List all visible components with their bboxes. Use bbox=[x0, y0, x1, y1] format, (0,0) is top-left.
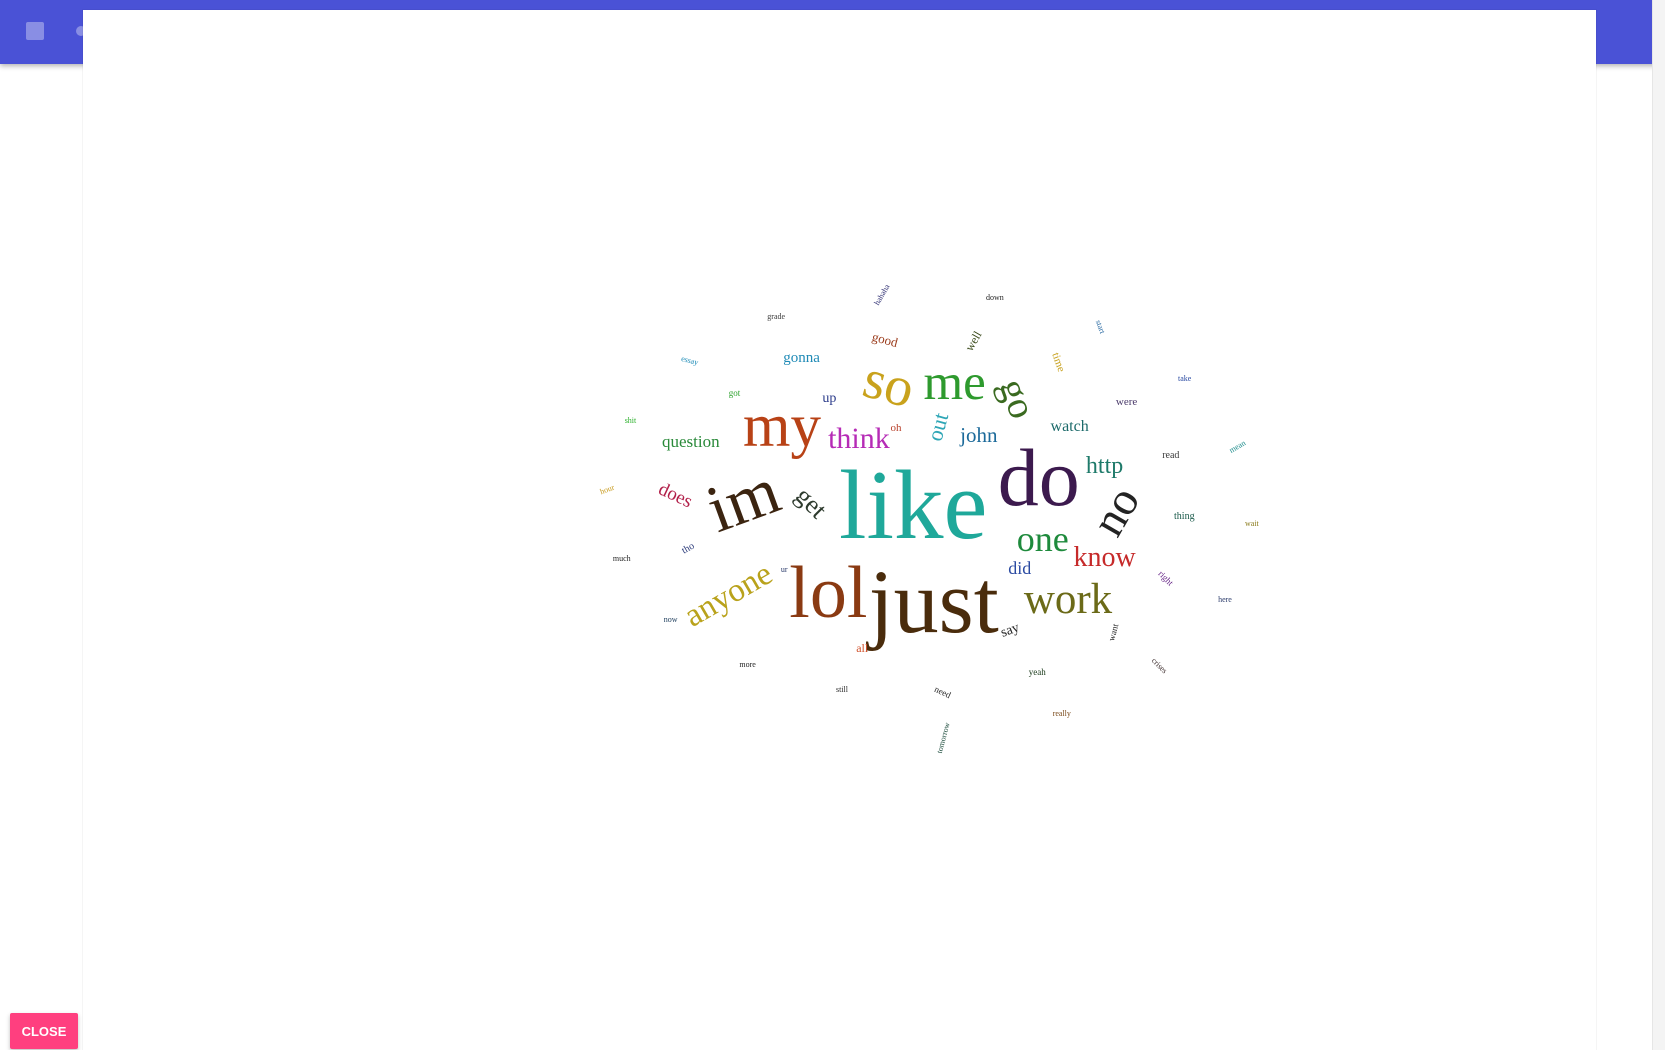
cloud-word: right bbox=[1156, 568, 1176, 588]
cloud-word: hour bbox=[598, 482, 616, 497]
cloud-word: question bbox=[662, 432, 720, 452]
cloud-word: yeah bbox=[1028, 666, 1046, 677]
page-scrollbar[interactable] bbox=[1652, 0, 1665, 1050]
cloud-word: grade bbox=[767, 311, 786, 321]
cloud-word: my bbox=[743, 392, 821, 460]
cloud-word: go bbox=[990, 372, 1045, 425]
cloud-word: get bbox=[789, 481, 833, 525]
menu-icon[interactable] bbox=[26, 22, 44, 40]
cloud-word: were bbox=[1115, 395, 1138, 408]
cloud-word: more bbox=[739, 660, 756, 670]
cloud-word: wait bbox=[1244, 518, 1259, 528]
cloud-word: want bbox=[1106, 622, 1121, 643]
cloud-word: up bbox=[822, 391, 837, 407]
cloud-word: start bbox=[1093, 319, 1107, 336]
cloud-word: out bbox=[921, 410, 953, 444]
cloud-word: ur bbox=[780, 565, 788, 575]
cloud-word: oh bbox=[890, 422, 902, 435]
cloud-word: does bbox=[654, 478, 696, 513]
nav-icon[interactable] bbox=[76, 26, 86, 36]
cloud-word: here bbox=[1218, 595, 1232, 605]
cloud-word: do bbox=[997, 431, 1080, 523]
cloud-word: down bbox=[985, 293, 1004, 303]
cloud-word: me bbox=[923, 355, 986, 412]
cloud-word: watch bbox=[1050, 417, 1089, 435]
cloud-word: http bbox=[1085, 453, 1124, 480]
cloud-word: really bbox=[1052, 709, 1071, 719]
close-button[interactable]: CLOSE bbox=[10, 1013, 78, 1049]
cloud-word: anyone bbox=[677, 555, 779, 635]
cloud-word: gonna bbox=[783, 349, 820, 366]
cloud-word: work bbox=[1023, 576, 1113, 624]
cloud-word: one bbox=[1016, 519, 1069, 560]
cloud-word: thing bbox=[1174, 511, 1195, 523]
cloud-word: no bbox=[1082, 478, 1151, 545]
cloud-word: so bbox=[857, 347, 922, 421]
cloud-word: crises bbox=[1150, 656, 1170, 676]
cloud-word: like bbox=[839, 450, 988, 560]
cloud-word: know bbox=[1073, 542, 1136, 574]
cloud-word: essay bbox=[679, 353, 699, 367]
cloud-word: think bbox=[828, 422, 890, 456]
cloud-word: good bbox=[870, 329, 900, 351]
cloud-word: still bbox=[835, 685, 848, 695]
cloud-word: all bbox=[856, 640, 869, 655]
cloud-word: did bbox=[1008, 558, 1032, 579]
cloud-word: just bbox=[868, 553, 999, 653]
cloud-word: need bbox=[933, 684, 953, 701]
cloud-word: mean bbox=[1227, 438, 1248, 455]
cloud-word: time bbox=[1048, 350, 1067, 374]
cloud-word: much bbox=[612, 553, 631, 563]
cloud-word: say bbox=[998, 620, 1022, 641]
cloud-word: shit bbox=[624, 415, 637, 425]
cloud-word: hahaha bbox=[872, 282, 892, 307]
cloud-word: well bbox=[962, 328, 985, 354]
word-cloud-dialog: like just do lol im my so me no work go one anyone th… bbox=[83, 10, 1596, 1050]
cloud-word: john bbox=[960, 422, 998, 447]
cloud-word: tomorrow bbox=[934, 721, 952, 754]
cloud-word: take bbox=[1178, 373, 1192, 383]
cloud-word: lol bbox=[789, 552, 868, 635]
cloud-word: tho bbox=[679, 540, 697, 557]
cloud-word: im bbox=[696, 452, 789, 547]
cloud-word: now bbox=[663, 614, 678, 624]
cloud-word: got bbox=[728, 388, 741, 399]
word-cloud: like just do lol im my so me no work go one anyone th… bbox=[523, 240, 1303, 770]
cloud-word: read bbox=[1162, 449, 1180, 461]
